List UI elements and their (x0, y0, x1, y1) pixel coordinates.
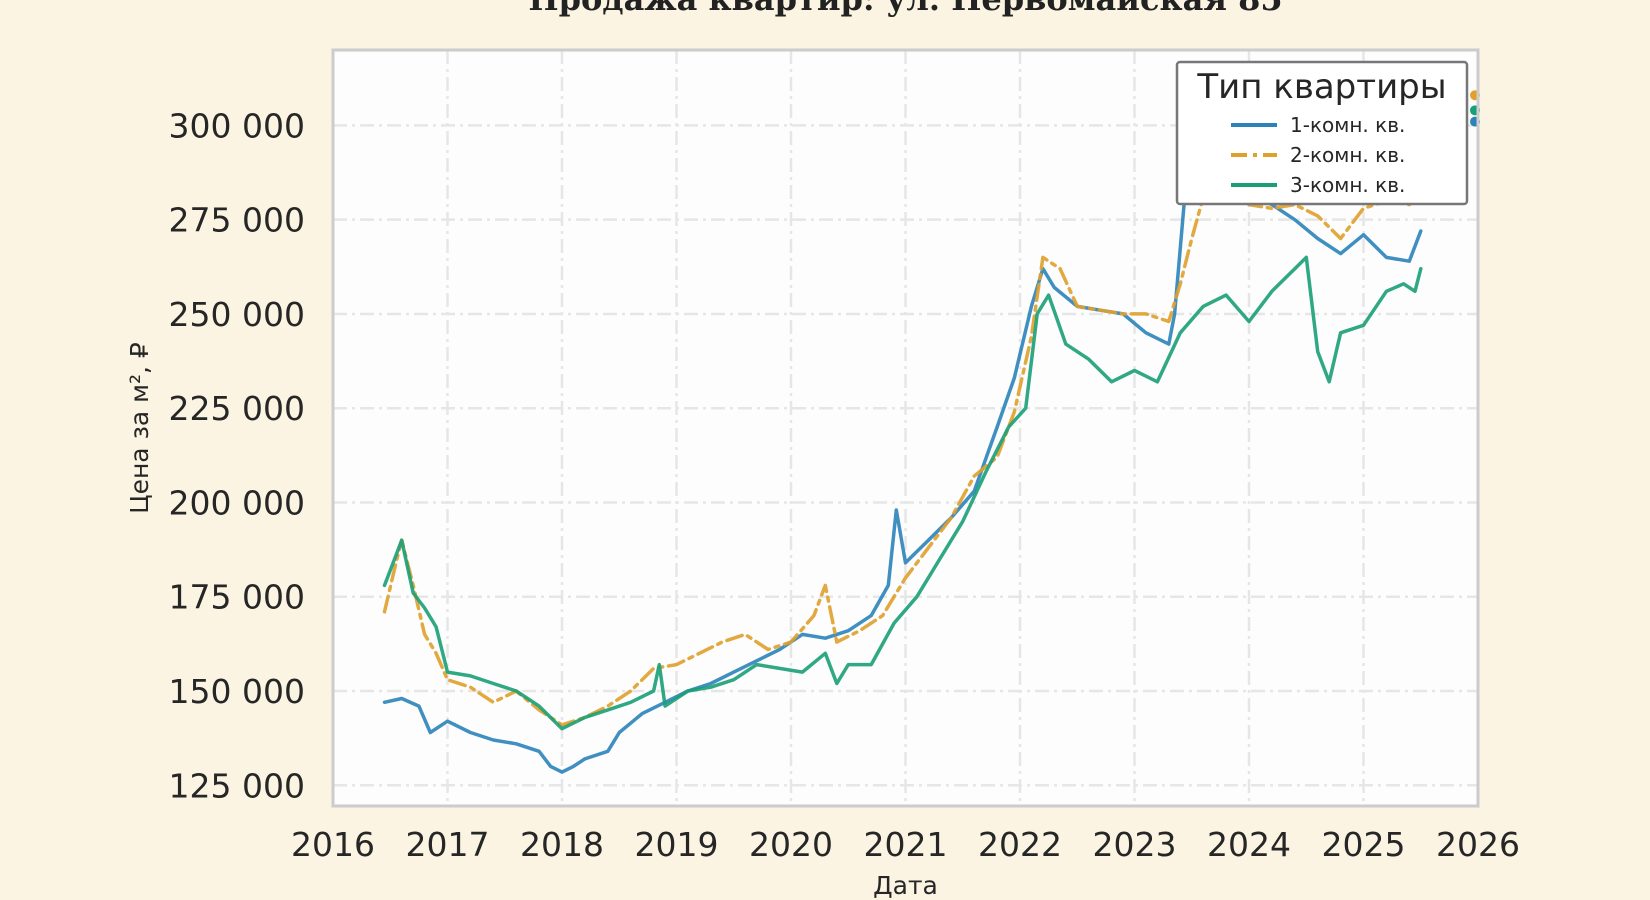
series-line-3 (382, 255, 1423, 731)
legend-title: Тип квартиры (1196, 67, 1446, 107)
y-tick-label: 200 000 (169, 483, 305, 522)
x-tick-label: 2020 (749, 825, 833, 864)
legend: Тип квартиры 1-комн. кв. 2-комн. кв. 3-ком… (1175, 60, 1469, 206)
x-tick-label: 2025 (1322, 825, 1406, 864)
x-tick-label: 2019 (635, 825, 719, 864)
y-axis-label: Цена за м², ₽ (125, 342, 154, 514)
x-tick-label: 2024 (1207, 825, 1291, 864)
x-axis-ticks: 2016 2017 2018 2019 2020 2021 2022 2023 2024 2025… (291, 825, 1520, 864)
x-tick-label: 2017 (406, 825, 490, 864)
x-axis-label: Дата (873, 871, 938, 900)
x-tick-label: 2018 (520, 825, 604, 864)
legend-label-3: 3-комн. кв. (1290, 173, 1405, 197)
chart-title: Продажа квартир: ул. Первомайская 85 (528, 0, 1282, 18)
y-tick-label: 175 000 (169, 578, 305, 617)
legend-label-1: 1-комн. кв. (1290, 113, 1405, 137)
y-tick-label: 150 000 (169, 672, 305, 711)
y-tick-label: 275 000 (169, 201, 305, 240)
legend-items: 1-комн. кв. 2-комн. кв. 3-комн. кв. (1231, 113, 1405, 197)
x-tick-label: 2021 (864, 825, 948, 864)
legend-box (1175, 60, 1469, 206)
y-tick-label: 250 000 (169, 295, 305, 334)
x-tick-label: 2023 (1093, 825, 1177, 864)
y-tick-label: 300 000 (169, 106, 305, 145)
legend-label-2: 2-комн. кв. (1290, 143, 1405, 167)
y-tick-label: 125 000 (169, 766, 305, 805)
y-axis-ticks: 125 000 150 000 175 000 200 000 225 000 250 0… (169, 106, 305, 805)
x-tick-label: 2016 (291, 825, 375, 864)
plot-frame (331, 48, 1480, 808)
x-tick-label: 2026 (1436, 825, 1520, 864)
x-tick-label: 2022 (978, 825, 1062, 864)
y-tick-label: 225 000 (169, 389, 305, 428)
